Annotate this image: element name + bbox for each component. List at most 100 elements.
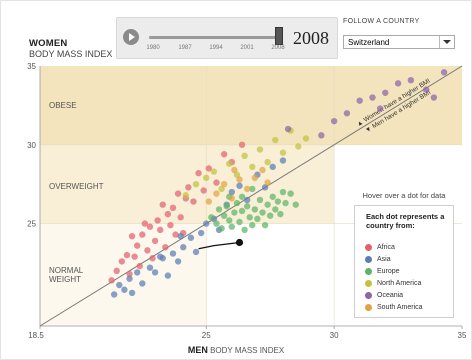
dot-north-america [233,171,241,178]
dot-europe [233,199,241,207]
dot-africa [139,231,146,238]
dot-asia [187,234,195,241]
dot-europe [279,188,287,196]
dot-europe [254,215,261,223]
dot-oceania [382,89,389,96]
dot-europe [266,212,274,219]
dot-north-america [218,185,225,193]
dot-africa [154,217,161,224]
dot-africa [174,190,182,197]
legend-label: Asia [377,256,391,263]
dot-africa [205,165,212,172]
dot-africa [141,220,149,227]
slider-tick: 2008 [271,45,285,51]
dot-europe [277,210,284,218]
dot-asia [192,248,200,256]
zone-label-overweight: OVERWEIGHT [49,182,104,191]
dot-south-america [213,190,220,197]
dot-europe [243,203,251,210]
dot-europe [238,207,246,215]
play-button[interactable] [123,29,139,45]
slider-tick: 1994 [209,45,223,51]
x-tick-label: 18.5 [28,331,44,340]
current-year: 2008 [293,28,329,48]
year-slider-thumb[interactable] [275,27,283,45]
dot-africa [118,258,126,265]
dot-oceania [430,94,438,101]
dot-europe [249,185,256,193]
dot-africa [167,221,174,229]
dot-europe [261,221,269,229]
dot-asia [203,220,210,227]
dot-north-america [272,136,279,144]
dot-asia [116,281,123,289]
x-axis-title: MEN BODY MASS INDEX [0,345,472,355]
dot-africa [157,226,164,234]
band-overlap-fade [206,223,335,326]
dot-europe [287,190,294,197]
dot-africa [164,210,172,218]
dot-south-america [220,180,228,188]
dot-africa [108,277,115,284]
dot-asia [180,244,187,251]
slider-tick: 2001 [240,45,254,51]
highlighted-country [198,238,244,250]
dot-africa [162,244,169,251]
legend-swatch [365,292,372,299]
dot-oceania [343,110,351,117]
y-axis-title: WOMEN BODY MASS INDEX [29,38,112,60]
dot-oceania [356,97,363,104]
dot-europe [208,214,215,221]
dot-africa [136,262,143,270]
timeline-control: 1980 1987 1994 2001 2008 2008 [116,17,338,59]
legend-label: Oceania [377,292,404,299]
dot-asia [110,291,118,298]
y-tick-label: 25 [27,220,36,229]
dot-africa [113,267,120,275]
dot-north-america [256,146,264,153]
year-slider-track[interactable] [149,36,279,39]
dot-africa [190,198,197,205]
y-tick-label: 35 [27,62,36,71]
dot-europe [249,221,256,229]
dot-south-america [251,174,259,182]
dot-africa [185,184,192,191]
country-select[interactable]: Switzerland [343,35,455,49]
dot-asia [279,157,287,164]
bmi-bands [40,66,462,326]
legend-swatch [365,304,372,311]
x-axis-title-main: MEN [187,345,208,355]
dot-asia [157,253,164,260]
dot-asia [128,289,136,297]
dot-africa [128,232,136,240]
legend-label: South America [377,304,423,311]
dot-africa [159,201,166,208]
dot-europe [218,225,225,232]
dot-africa [144,247,151,254]
dot-europe [256,196,264,204]
dot-europe [246,214,253,221]
dot-oceania [318,132,325,139]
dot-europe [215,206,223,213]
dot-north-america [203,174,210,182]
dot-oceania [422,86,430,93]
slider-tick: 1987 [178,45,192,51]
dot-africa [151,237,159,245]
y-tick-label: 30 [27,141,36,150]
dot-asia [151,269,159,276]
dot-oceania [440,69,448,76]
legend-swatch [365,268,372,275]
chevron-down-icon[interactable] [439,36,454,48]
dot-europe [269,193,276,200]
dot-north-america [295,143,302,150]
follow-country: FOLLOW A COUNTRY Switzerland [343,18,463,58]
dot-oceania [369,94,376,101]
dot-asia [133,269,141,276]
x-tick-label: 35 [458,331,467,340]
dot-north-america [226,160,233,167]
dot-oceania [330,117,338,125]
dot-asia [261,184,269,191]
dot-europe [228,223,236,230]
dot-asia [177,232,184,240]
